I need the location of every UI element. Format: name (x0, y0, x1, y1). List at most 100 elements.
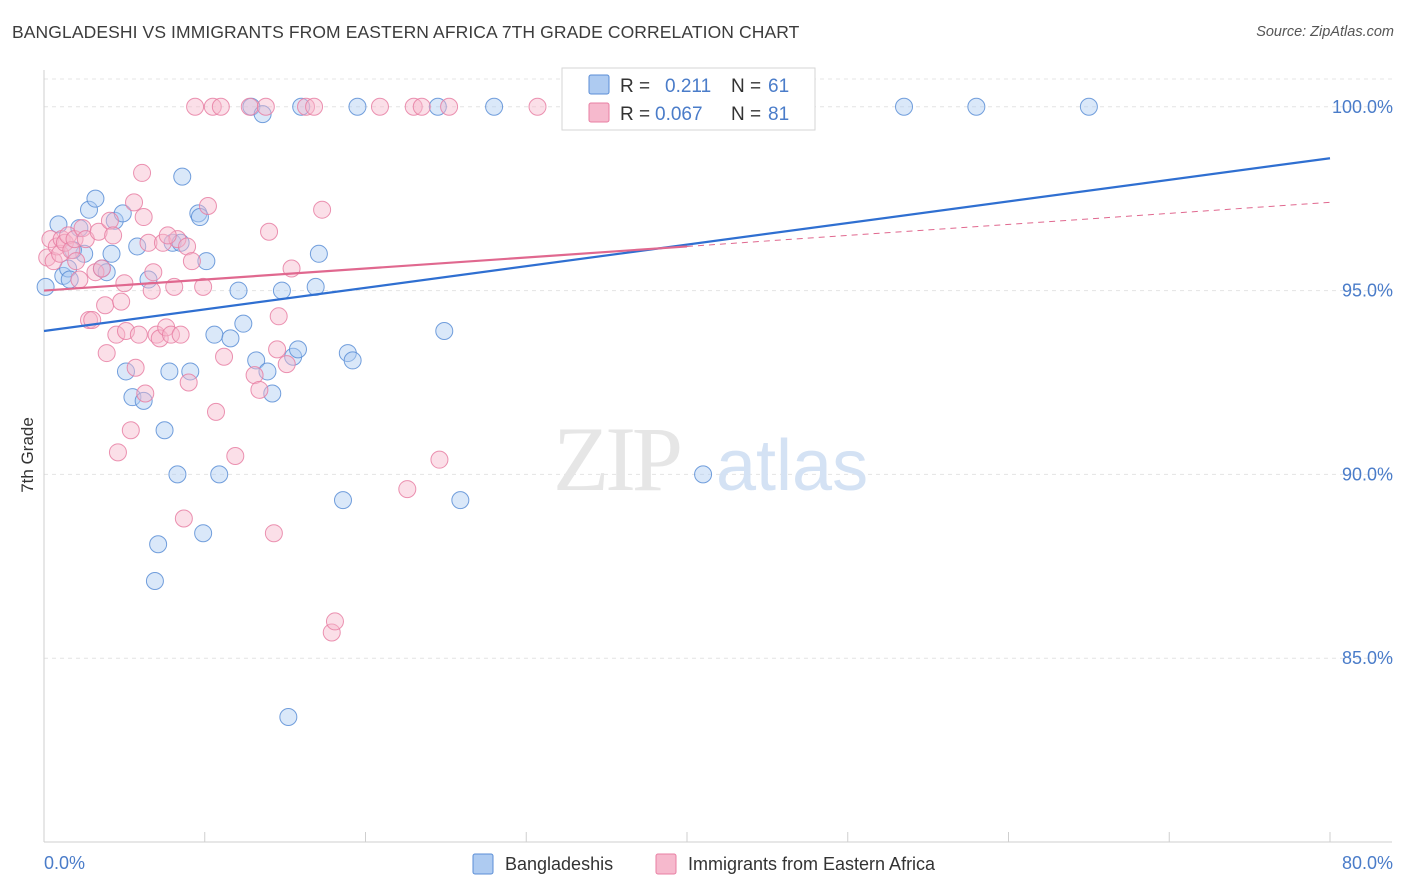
point-bangladeshis (155, 421, 174, 440)
trend-line-eastern-africa (43, 245, 688, 292)
y-tick-label: 95.0% (1342, 281, 1393, 301)
point-eastern-africa (264, 524, 283, 543)
legend-bottom-swatch-blue (472, 853, 494, 875)
point-eastern-africa (147, 325, 166, 344)
point-eastern-africa (89, 222, 108, 241)
point-eastern-africa (67, 252, 86, 271)
point-eastern-africa (150, 329, 169, 348)
point-eastern-africa (226, 447, 245, 465)
point-eastern-africa (268, 340, 287, 359)
point-eastern-africa (126, 358, 145, 377)
legend-series-name-1: Bangladeshis (505, 854, 613, 874)
point-eastern-africa (211, 97, 230, 116)
point-eastern-africa (198, 197, 217, 216)
point-bangladeshis (197, 252, 216, 271)
point-bangladeshis (1079, 97, 1098, 116)
point-bangladeshis (292, 97, 311, 116)
trend-lines (43, 157, 1331, 333)
point-eastern-africa (44, 252, 63, 271)
legend-n-label-2: N = (731, 104, 761, 125)
point-eastern-africa (260, 222, 279, 241)
x-tick-label-max: 80.0% (1342, 853, 1393, 873)
point-eastern-africa (92, 259, 111, 278)
y-tick-label: 90.0% (1342, 464, 1393, 484)
point-eastern-africa (256, 97, 275, 116)
point-bangladeshis (435, 322, 454, 341)
point-eastern-africa (133, 163, 152, 182)
point-eastern-africa (322, 623, 341, 642)
watermark-zip: ZIP (553, 408, 680, 510)
point-bangladeshis (194, 524, 213, 543)
axes (43, 70, 1392, 843)
point-bangladeshis (967, 97, 986, 116)
point-eastern-africa (171, 325, 190, 344)
series-eastern-africa-points (38, 97, 605, 642)
point-bangladeshis (80, 200, 99, 219)
point-eastern-africa (168, 230, 187, 249)
legend-series-name-2: Immigrants from Eastern Africa (688, 854, 936, 874)
y-axis-label: 7th Grade (18, 417, 37, 493)
point-eastern-africa (97, 344, 116, 363)
point-bangladeshis (333, 491, 352, 510)
point-eastern-africa (313, 200, 332, 219)
point-eastern-africa (161, 325, 180, 344)
y-tick-label: 100.0% (1332, 97, 1393, 117)
point-eastern-africa (179, 373, 198, 392)
legend-n-value-1: 61 (768, 76, 789, 97)
point-bangladeshis (234, 314, 253, 333)
point-eastern-africa (142, 281, 161, 300)
point-eastern-africa (194, 277, 213, 296)
point-bangladeshis (309, 244, 328, 263)
point-eastern-africa (108, 443, 127, 462)
point-bangladeshis (229, 281, 248, 300)
point-eastern-africa (182, 252, 201, 271)
legend-stats: R = 0.211 N = 61 R = 0.067 N = 81 (561, 67, 816, 131)
point-bangladeshis (247, 351, 266, 370)
point-bangladeshis (168, 465, 187, 484)
point-bangladeshis (160, 362, 179, 381)
point-bangladeshis (694, 465, 713, 484)
point-eastern-africa (370, 97, 389, 116)
point-bangladeshis (36, 277, 55, 296)
point-bangladeshis (210, 465, 229, 484)
point-eastern-africa (440, 97, 459, 116)
point-bangladeshis (149, 535, 168, 554)
point-eastern-africa (305, 97, 324, 116)
point-eastern-africa (96, 296, 115, 315)
watermark: ZIP atlas (553, 408, 868, 510)
point-eastern-africa (125, 193, 144, 212)
legend-r-label-2: R = (620, 104, 650, 125)
point-bangladeshis (221, 329, 240, 348)
point-eastern-africa (129, 325, 148, 344)
point-eastern-africa (178, 237, 197, 256)
point-eastern-africa (186, 97, 205, 116)
point-bangladeshis (102, 244, 121, 263)
point-eastern-africa (412, 97, 431, 116)
trend-line-eastern-africa-extension (686, 201, 1331, 247)
point-eastern-africa (215, 347, 234, 366)
x-tick-label-min: 0.0% (44, 853, 85, 873)
y-tick-label: 85.0% (1342, 648, 1393, 668)
legend-n-label-1: N = (731, 76, 761, 97)
point-eastern-africa (325, 612, 344, 631)
point-eastern-africa (136, 384, 155, 403)
legend-n-value-2: 81 (768, 104, 789, 125)
point-eastern-africa (121, 421, 140, 440)
trend-line-bangladeshis (43, 157, 1331, 333)
point-bangladeshis (343, 351, 362, 370)
legend-swatch-pink (588, 102, 610, 123)
point-eastern-africa (139, 233, 158, 252)
legend-swatch-blue (588, 74, 610, 95)
point-bangladeshis (279, 708, 298, 727)
point-bangladeshis (288, 340, 307, 359)
point-bangladeshis (348, 97, 367, 116)
point-bangladeshis (485, 97, 504, 116)
watermark-atlas: atlas (716, 426, 868, 506)
point-eastern-africa (245, 366, 264, 385)
point-eastern-africa (528, 97, 547, 116)
point-eastern-africa (51, 244, 70, 263)
point-eastern-africa (398, 480, 417, 499)
point-eastern-africa (70, 270, 89, 289)
point-eastern-africa (107, 325, 126, 344)
